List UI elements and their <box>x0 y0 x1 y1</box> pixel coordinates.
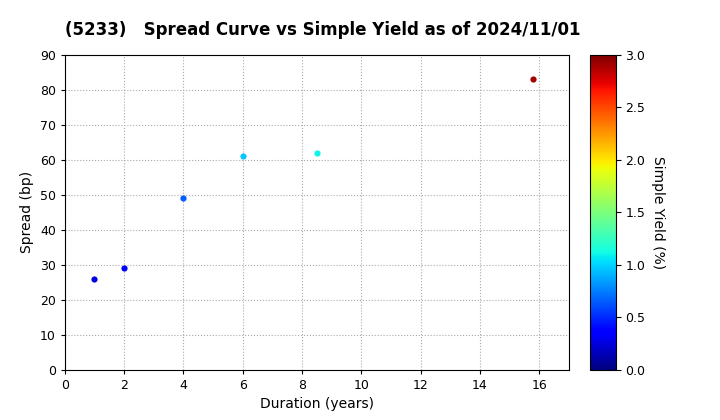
Point <box>178 195 189 202</box>
Point <box>89 275 100 282</box>
Y-axis label: Simple Yield (%): Simple Yield (%) <box>651 155 665 269</box>
Point <box>237 153 248 160</box>
Point <box>311 149 323 156</box>
Point <box>118 265 130 271</box>
Y-axis label: Spread (bp): Spread (bp) <box>20 171 35 253</box>
X-axis label: Duration (years): Duration (years) <box>260 397 374 411</box>
Point <box>528 76 539 82</box>
Text: (5233)   Spread Curve vs Simple Yield as of 2024/11/01: (5233) Spread Curve vs Simple Yield as o… <box>65 21 580 39</box>
